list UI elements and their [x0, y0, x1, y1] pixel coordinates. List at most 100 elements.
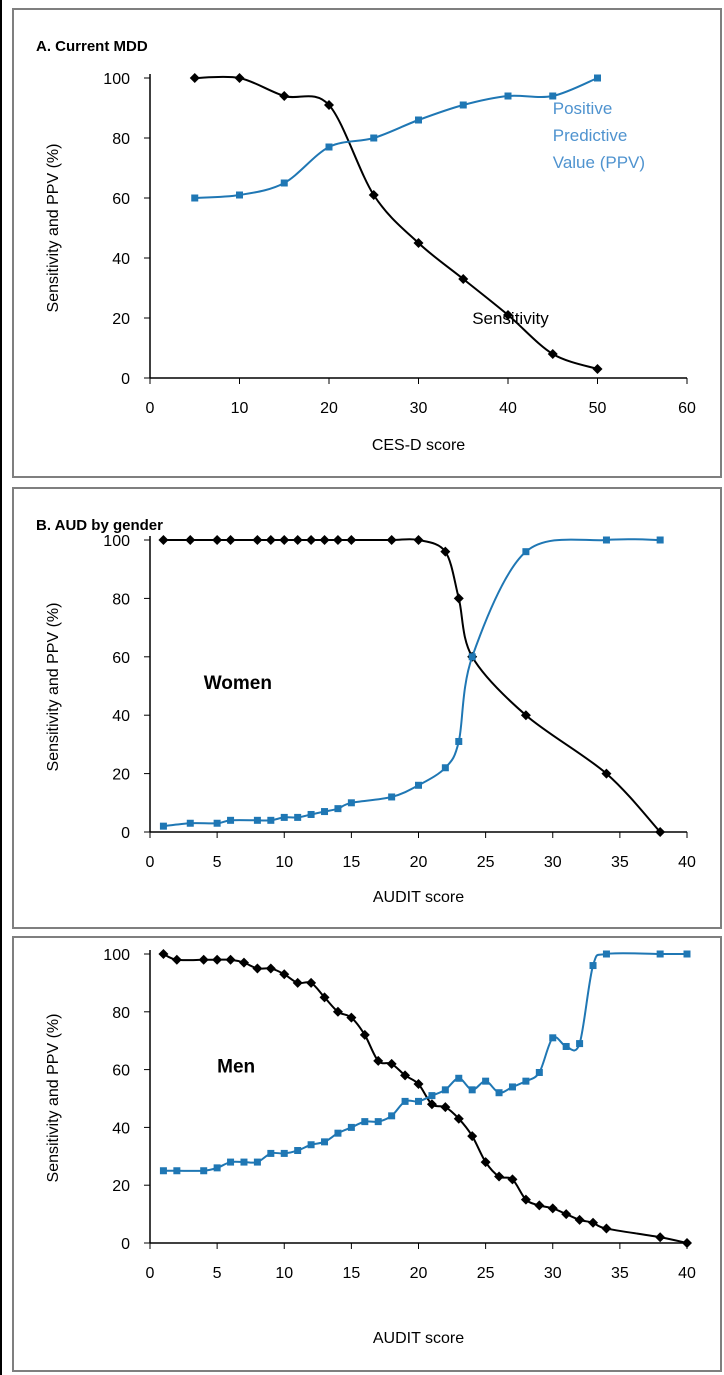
figure-left-rule: [0, 0, 2, 1375]
sensitivity-point: [279, 969, 290, 980]
sensitivity-point: [225, 954, 236, 965]
ppv-point: [361, 1118, 369, 1126]
ppv-point: [159, 822, 167, 830]
y-tick-label: 60: [112, 191, 130, 208]
sensitivity-point: [655, 827, 666, 837]
ppv-series-line: [194, 77, 598, 199]
ppv-point: [347, 1123, 355, 1131]
ppv-point: [495, 1089, 503, 1097]
y-tick-label: 0: [121, 825, 130, 842]
x-tick-label: 25: [477, 1265, 495, 1282]
y-tick-label: 40: [112, 708, 130, 725]
chart-title: B. AUD by gender: [36, 517, 163, 534]
panel-current-mdd: A. Current MDD 0 20 40 60 80 100 0 10 20 30 40 50 60 C…: [12, 8, 722, 478]
x-axis-title: AUDIT score: [373, 1330, 464, 1347]
ppv-point: [191, 194, 199, 202]
ppv-point: [468, 653, 476, 661]
sensitivity-point: [386, 1058, 397, 1069]
sensitivity-series-line: [194, 75, 598, 370]
ppv-point: [370, 134, 378, 142]
y-tick-label: 40: [112, 251, 130, 268]
annotation-label: Sensitivity: [472, 309, 549, 328]
x-tick-label: 40: [678, 854, 696, 871]
ppv-point: [656, 950, 664, 958]
x-tick-label: 20: [410, 1265, 428, 1282]
sensitivity-point: [601, 1223, 612, 1234]
ppv-point: [683, 950, 691, 958]
sensitivity-point: [507, 1174, 518, 1185]
sensitivity-point: [346, 535, 357, 545]
ppv-point: [213, 819, 221, 827]
y-tick-label: 0: [121, 1236, 130, 1253]
ppv-point: [549, 92, 557, 100]
x-tick-label: 40: [678, 1265, 696, 1282]
x-tick-label: 35: [611, 854, 629, 871]
sensitivity-point: [332, 535, 343, 545]
ppv-point: [280, 1149, 288, 1157]
sensitivity-point: [212, 535, 223, 545]
ppv-point: [294, 813, 302, 821]
sensitivity-point: [413, 535, 424, 545]
annotation-label: Women: [204, 673, 272, 694]
y-tick-label: 20: [112, 311, 130, 328]
x-tick-label: 15: [342, 1265, 360, 1282]
x-tick-label: 30: [410, 400, 428, 417]
x-tick-label: 25: [477, 854, 495, 871]
ppv-point: [602, 536, 610, 544]
y-tick-label: 80: [112, 131, 130, 148]
sensitivity-point: [306, 977, 317, 988]
ppv-point: [522, 1077, 530, 1085]
x-axis-title: AUDIT score: [373, 889, 464, 906]
ppv-point: [482, 1077, 490, 1085]
sensitivity-point: [682, 1238, 692, 1248]
sensitivity-point: [440, 546, 451, 557]
sensitivity-point: [574, 1214, 585, 1225]
x-tick-label: 20: [320, 400, 338, 417]
y-tick-label: 20: [112, 1178, 130, 1195]
ppv-point: [236, 191, 243, 199]
sensitivity-point: [158, 949, 169, 959]
sensitivity-point: [453, 1113, 464, 1124]
ppv-point: [459, 101, 467, 109]
ppv-point: [441, 1086, 449, 1094]
ppv-point: [594, 74, 601, 82]
sensitivity-point: [373, 1055, 384, 1066]
x-tick-label: 30: [544, 1265, 562, 1282]
sensitivity-point: [279, 91, 290, 101]
y-tick-label: 60: [112, 650, 130, 667]
ppv-point: [253, 816, 261, 824]
annotation-label: Value (PPV): [553, 153, 645, 172]
sensitivity-point: [494, 1171, 505, 1182]
sensitivity-point: [520, 710, 531, 721]
ppv-point: [374, 1118, 382, 1126]
ppv-point: [334, 805, 342, 813]
y-tick-label: 80: [112, 1005, 130, 1022]
ppv-point: [441, 764, 449, 772]
chart-aud-men: 0 20 40 60 80 100 0 5 10 15 20 25 30 35 40 AUDIT score S…: [45, 947, 696, 1347]
sensitivity-point: [171, 954, 182, 965]
x-tick-label: 0: [146, 1265, 155, 1282]
y-tick-label: 40: [112, 1120, 130, 1137]
sensitivity-point: [279, 535, 290, 545]
sensitivity-point: [292, 535, 303, 545]
sensitivity-point: [212, 954, 223, 965]
ppv-point: [321, 808, 329, 816]
x-tick-label: 30: [544, 854, 562, 871]
sensitivity-point: [440, 1102, 451, 1113]
sensitivity-point: [292, 977, 303, 988]
ppv-point: [240, 1158, 248, 1166]
sensitivity-point: [655, 1232, 666, 1243]
sensitivity-point: [368, 190, 379, 200]
ppv-point: [227, 816, 235, 824]
sensitivity-point: [252, 963, 263, 974]
y-tick-label: 100: [103, 71, 130, 88]
sensitivity-point: [458, 274, 469, 284]
annotation-label: Positive: [553, 99, 613, 118]
panel-aud-men: 0 20 40 60 80 100 0 5 10 15 20 25 30 35 40 AUDIT score S…: [12, 936, 722, 1372]
x-tick-label: 10: [231, 400, 249, 417]
ppv-point: [415, 116, 422, 124]
ppv-point: [200, 1167, 208, 1175]
sensitivity-point: [346, 1012, 357, 1023]
ppv-point: [455, 1074, 463, 1082]
